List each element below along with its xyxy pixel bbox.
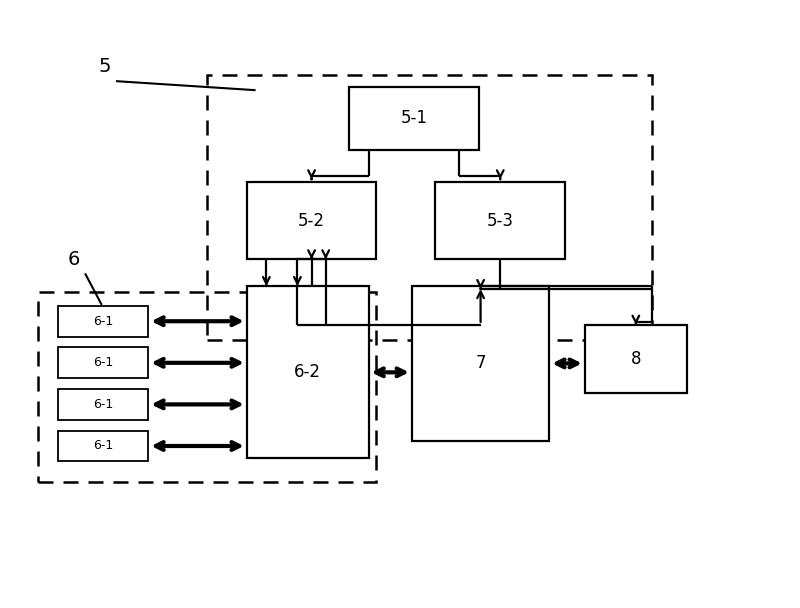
Text: 6-1: 6-1 bbox=[93, 356, 114, 369]
Text: 5-2: 5-2 bbox=[298, 212, 325, 230]
Bar bbox=[38, 292, 377, 482]
Bar bbox=[349, 87, 478, 150]
Text: 6-1: 6-1 bbox=[93, 398, 114, 411]
Text: 5: 5 bbox=[99, 57, 111, 76]
Bar bbox=[585, 325, 687, 393]
Text: 6: 6 bbox=[67, 250, 80, 269]
Text: 5-3: 5-3 bbox=[486, 212, 514, 230]
Bar bbox=[246, 182, 377, 260]
Text: 7: 7 bbox=[475, 354, 486, 373]
Bar bbox=[58, 306, 149, 337]
Bar bbox=[207, 75, 651, 340]
Text: 6-2: 6-2 bbox=[294, 364, 321, 381]
Bar bbox=[58, 389, 149, 420]
Text: 8: 8 bbox=[630, 350, 641, 368]
Text: 5-1: 5-1 bbox=[400, 109, 427, 127]
Bar bbox=[246, 286, 369, 458]
Bar bbox=[435, 182, 565, 260]
Text: 6-1: 6-1 bbox=[93, 315, 114, 328]
Bar bbox=[412, 286, 550, 441]
Bar bbox=[58, 430, 149, 461]
Bar bbox=[58, 347, 149, 378]
Text: 6-1: 6-1 bbox=[93, 440, 114, 452]
